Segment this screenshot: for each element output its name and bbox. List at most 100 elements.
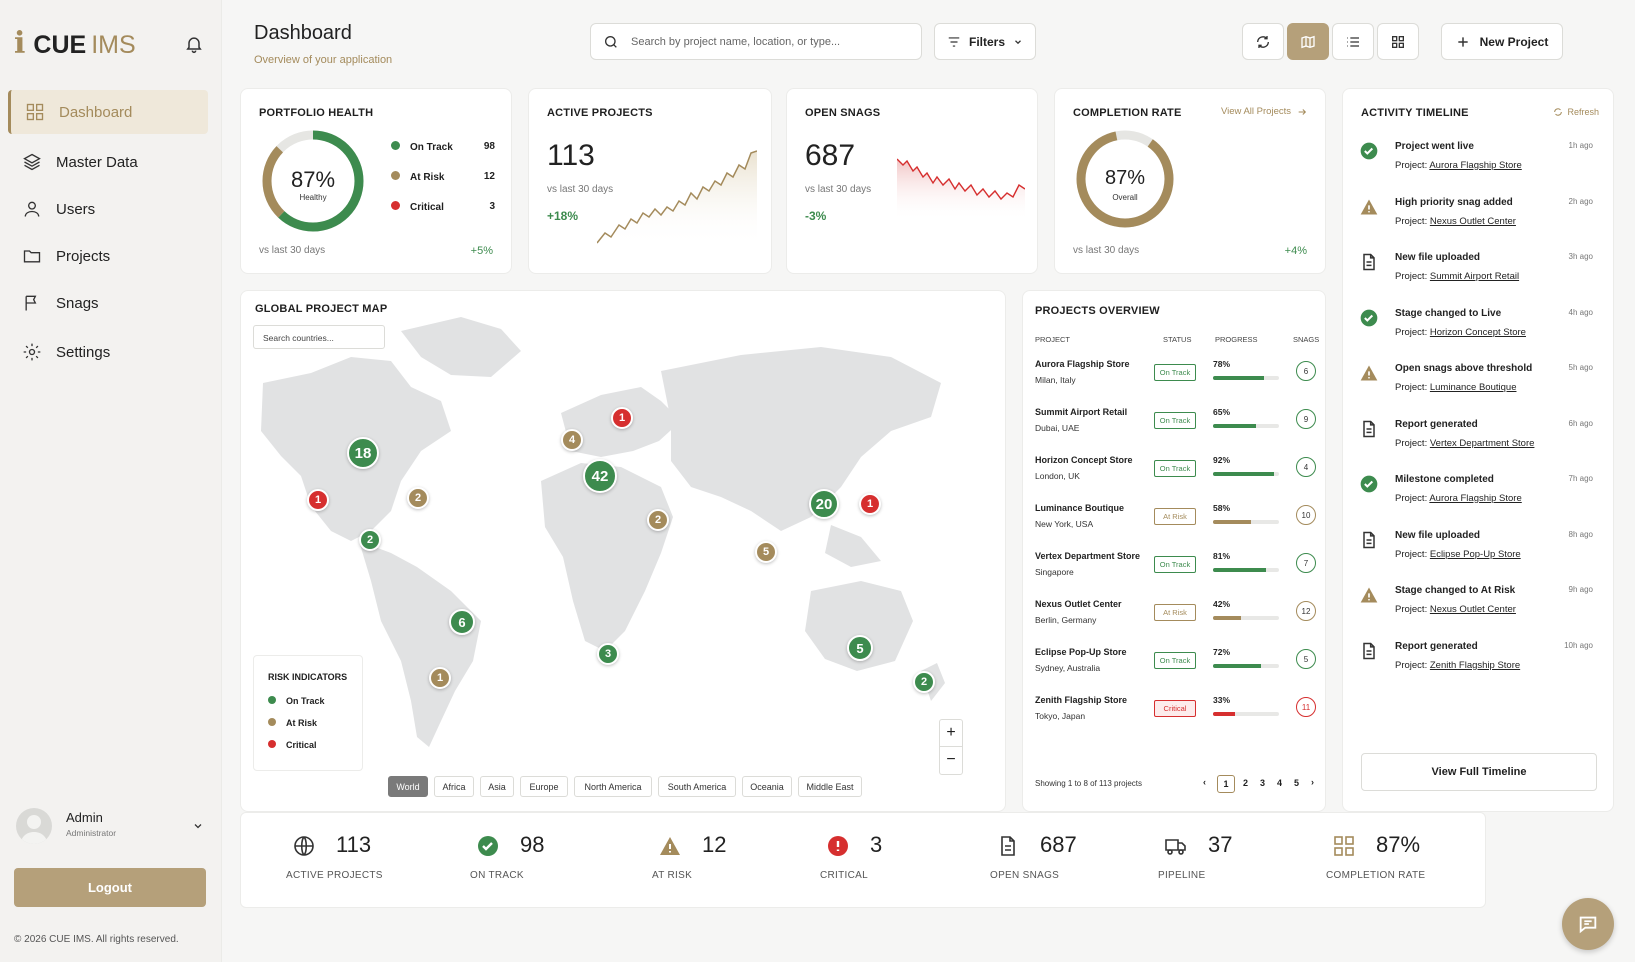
table-row[interactable]: Luminance Boutique New York, USA At Risk… [1023,503,1323,551]
new-project-button[interactable]: New Project [1441,23,1563,60]
map-marker[interactable]: 2 [913,671,935,693]
project-prefix: Project: [1395,326,1428,338]
project-link[interactable]: Summit Airport Retail [1429,271,1520,282]
search-input[interactable]: Search by project name, location, or typ… [590,23,922,60]
project-link[interactable]: Vertex Department Store [1429,437,1535,449]
sidebar-item-master-data[interactable]: Master Data [8,140,208,184]
grid-view-button[interactable] [1377,23,1419,60]
zoom-in-button[interactable]: + [940,720,962,747]
map-marker[interactable]: 2 [359,529,381,551]
map-marker[interactable]: 42 [583,459,617,493]
view-full-timeline-button[interactable]: View Full Timeline [1361,753,1597,791]
region-chip-south-america[interactable]: South America [658,776,736,797]
page-1[interactable]: 1 [1217,775,1235,793]
timeline-item[interactable]: High priority snag added Project: Nexus … [1343,195,1605,251]
country-search-input[interactable]: Search countries... [253,325,385,349]
map-marker[interactable]: 5 [847,635,873,661]
logout-button[interactable]: Logout [14,868,206,907]
user-profile[interactable]: Admin Administrator [14,806,210,846]
map-marker[interactable]: 1 [307,489,329,511]
region-chip-europe[interactable]: Europe [520,776,568,797]
map-marker[interactable]: 1 [611,407,633,429]
progress-value: 42% [1213,599,1231,609]
timeline-item[interactable]: Stage changed to Live Project: Horizon C… [1343,306,1605,362]
copyright: © 2026 CUE IMS. All rights reserved. [14,934,179,945]
region-chip-middle-east[interactable]: Middle East [798,776,862,797]
refresh-link[interactable]: Refresh [1553,107,1599,117]
region-chip-world[interactable]: World [388,776,428,797]
map-marker[interactable]: 2 [647,509,669,531]
project-location: Dubai, UAE [1035,423,1080,433]
brand-logo[interactable]: i CUE IMS [14,26,136,61]
view-all-projects-link[interactable]: View All Projects [1221,106,1307,117]
map-marker[interactable]: 1 [859,493,881,515]
map-marker[interactable]: 2 [407,487,429,509]
map-marker[interactable]: 20 [809,489,839,519]
portfolio-health-card: PORTFOLIO HEALTH 87% Healthy On Track 98… [240,88,512,274]
timeline-item[interactable]: Report generated Project: Zenith Flagshi… [1343,639,1605,695]
map-marker[interactable]: 1 [429,667,451,689]
map-marker[interactable]: 5 [755,541,777,563]
table-row[interactable]: Eclipse Pop-Up Store Sydney, Australia O… [1023,647,1323,695]
timeline-title: Report generated [1395,640,1478,652]
timeline-item[interactable]: New file uploaded Project: Summit Airpor… [1343,250,1605,306]
page-2[interactable]: 2 [1243,778,1249,788]
timeline-item[interactable]: Project went live Project: Aurora Flagsh… [1343,139,1605,195]
table-row[interactable]: Horizon Concept Store London, UK On Trac… [1023,455,1323,503]
region-chip-oceania[interactable]: Oceania [742,776,792,797]
next-page-icon[interactable]: › [1311,777,1314,787]
project-link[interactable]: Nexus Outlet Center [1429,604,1516,615]
chevron-down-icon[interactable] [192,820,204,832]
map-marker[interactable]: 3 [597,643,619,665]
project-link[interactable]: Luminance Boutique [1429,382,1517,393]
timeline-title: High priority snag added [1395,196,1513,208]
filters-button[interactable]: Filters [934,23,1036,60]
project-location: Milan, Italy [1035,375,1076,385]
timeline-item[interactable]: New file uploaded Project: Eclipse Pop-U… [1343,528,1605,584]
globe-icon [292,834,316,863]
table-row[interactable]: Zenith Flagship Store Tokyo, Japan Criti… [1023,695,1323,743]
bell-icon[interactable] [184,34,204,54]
brand-suffix: IMS [91,31,136,59]
page-3[interactable]: 3 [1260,778,1266,788]
table-row[interactable]: Summit Airport Retail Dubai, UAE On Trac… [1023,407,1323,455]
timeline-item[interactable]: Open snags above threshold Project: Lumi… [1343,361,1605,417]
timeline-item[interactable]: Report generated Project: Vertex Departm… [1343,417,1605,473]
active-projects-card: ACTIVE PROJECTS 113 vs last 30 days +18% [528,88,772,274]
page-5[interactable]: 5 [1294,778,1300,788]
risk-label: Critical [286,740,317,750]
sidebar-item-dashboard[interactable]: Dashboard [8,90,208,134]
map-marker[interactable]: 18 [347,437,379,469]
page-4[interactable]: 4 [1277,778,1283,788]
project-link[interactable]: Aurora Flagship Store [1429,160,1522,171]
region-chip-africa[interactable]: Africa [434,776,474,797]
chat-button[interactable] [1562,898,1614,950]
refresh-button[interactable] [1242,23,1284,60]
project-link[interactable]: Nexus Outlet Center [1429,215,1516,227]
timeline-time: 8h ago [1568,529,1593,539]
grid-icon [1392,35,1404,48]
project-link[interactable]: Zenith Flagship Store [1429,659,1521,671]
table-row[interactable]: Vertex Department Store Singapore On Tra… [1023,551,1323,599]
project-link[interactable]: Eclipse Pop-Up Store [1429,548,1521,560]
zoom-out-button[interactable]: − [946,751,956,768]
map-marker[interactable]: 4 [561,429,583,451]
sidebar-item-users[interactable]: Users [8,187,208,231]
project-link[interactable]: Aurora Flagship Store [1429,493,1522,504]
project-link[interactable]: Horizon Concept Store [1429,326,1526,338]
timeline-item[interactable]: Stage changed to At Risk Project: Nexus … [1343,583,1605,639]
timeline-item[interactable]: Milestone completed Project: Aurora Flag… [1343,472,1605,528]
prev-page-icon[interactable]: ‹ [1203,777,1206,787]
sidebar-item-snags[interactable]: Snags [8,281,208,325]
region-chip-north-america[interactable]: North America [574,776,652,797]
list-view-button[interactable] [1332,23,1374,60]
table-row[interactable]: Aurora Flagship Store Milan, Italy On Tr… [1023,359,1323,407]
region-chip-asia[interactable]: Asia [480,776,514,797]
delta: +18% [547,209,579,223]
snag-count: 10 [1296,505,1316,525]
map-marker[interactable]: 6 [449,609,475,635]
sidebar-item-projects[interactable]: Projects [8,234,208,278]
sidebar-item-settings[interactable]: Settings [8,330,208,374]
table-row[interactable]: Nexus Outlet Center Berlin, Germany At R… [1023,599,1323,647]
map-view-button[interactable] [1287,23,1329,60]
